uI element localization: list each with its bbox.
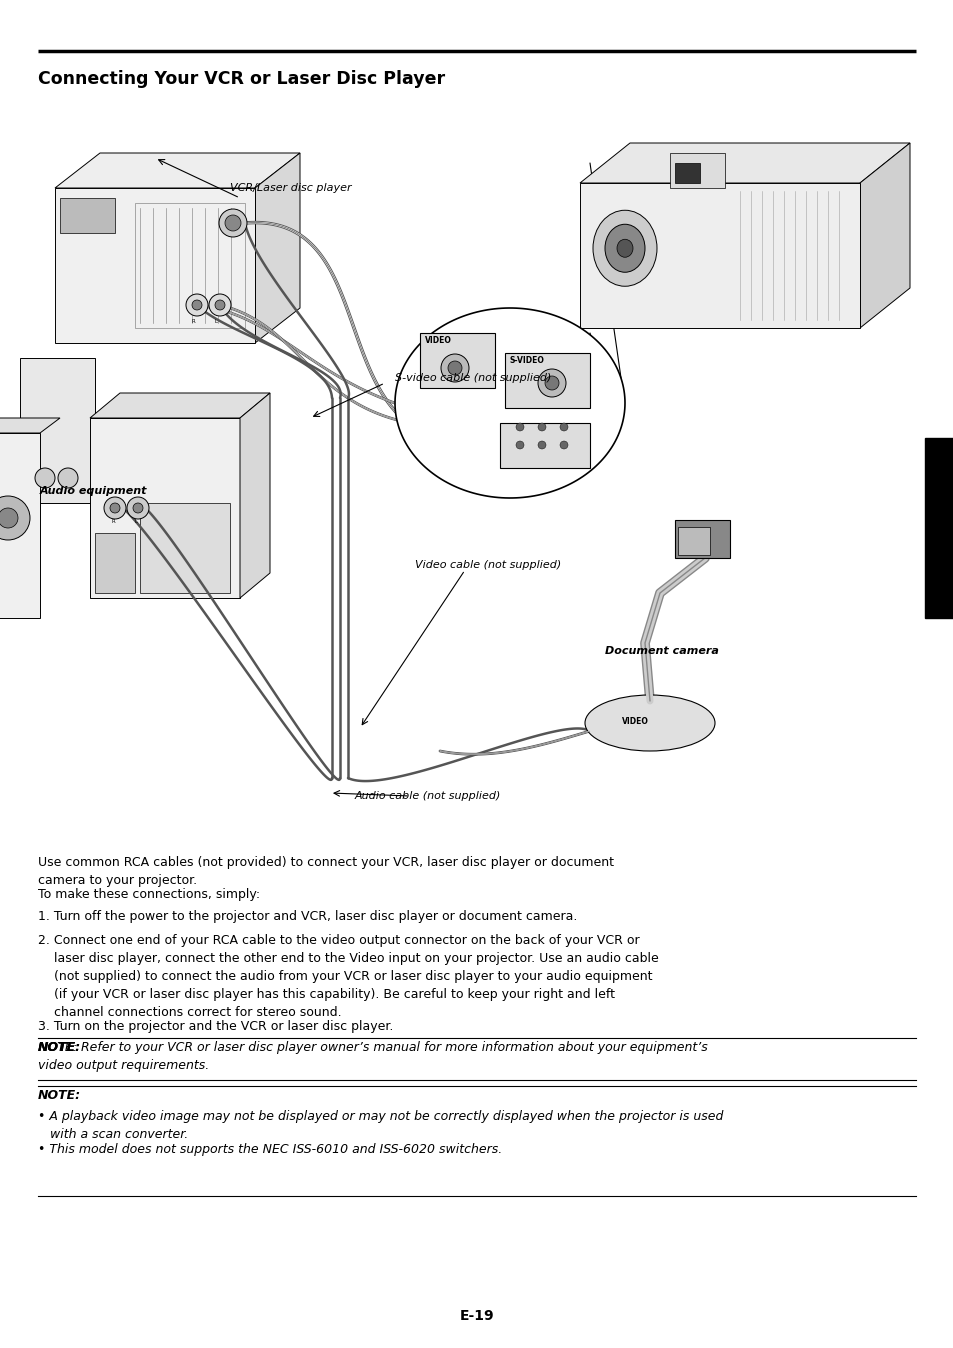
Ellipse shape — [132, 503, 143, 514]
Ellipse shape — [516, 441, 523, 449]
Polygon shape — [0, 418, 60, 433]
Ellipse shape — [0, 508, 18, 528]
Bar — [90, 418, 240, 599]
Bar — [675, 163, 700, 183]
Bar — [579, 183, 859, 328]
Bar — [675, 520, 729, 558]
Text: NOTE:: NOTE: — [38, 1041, 81, 1054]
Polygon shape — [395, 307, 624, 497]
Ellipse shape — [537, 369, 565, 398]
Text: To make these connections, simply:: To make these connections, simply: — [38, 888, 260, 900]
Ellipse shape — [604, 224, 644, 272]
Text: S-VIDEO: S-VIDEO — [510, 356, 544, 365]
Polygon shape — [254, 154, 299, 342]
Bar — [55, 187, 254, 342]
Polygon shape — [240, 394, 270, 599]
Bar — [499, 423, 589, 468]
Polygon shape — [55, 154, 299, 187]
Bar — [678, 527, 709, 555]
Bar — [140, 503, 230, 593]
Text: 1. Turn off the power to the projector and VCR, laser disc player or document ca: 1. Turn off the power to the projector a… — [38, 910, 577, 923]
Ellipse shape — [537, 423, 545, 431]
Ellipse shape — [593, 210, 657, 286]
Bar — [95, 532, 135, 593]
Ellipse shape — [537, 441, 545, 449]
Ellipse shape — [35, 468, 55, 488]
Text: VCR/Laser disc player: VCR/Laser disc player — [230, 183, 352, 193]
Ellipse shape — [440, 355, 469, 381]
Text: 2. Connect one end of your RCA cable to the video output connector on the back o: 2. Connect one end of your RCA cable to … — [38, 934, 659, 1019]
Text: L: L — [214, 319, 217, 324]
Text: S-video cable (not supplied): S-video cable (not supplied) — [395, 373, 551, 383]
Text: VIDEO: VIDEO — [621, 717, 648, 725]
Text: NOTE:: NOTE: — [38, 1089, 81, 1103]
Text: Video cable (not supplied): Video cable (not supplied) — [415, 559, 560, 570]
Text: Audio cable (not supplied): Audio cable (not supplied) — [355, 791, 501, 801]
Text: 3. Turn on the projector and the VCR or laser disc player.: 3. Turn on the projector and the VCR or … — [38, 1020, 393, 1033]
Ellipse shape — [584, 696, 714, 751]
Ellipse shape — [186, 294, 208, 315]
Bar — [419, 333, 495, 388]
Ellipse shape — [192, 301, 202, 310]
Polygon shape — [859, 143, 909, 328]
Ellipse shape — [110, 503, 120, 514]
Text: R: R — [111, 519, 114, 524]
Ellipse shape — [559, 441, 567, 449]
Ellipse shape — [214, 301, 225, 310]
Bar — [60, 198, 115, 233]
Text: Connecting Your VCR or Laser Disc Player: Connecting Your VCR or Laser Disc Player — [38, 70, 445, 88]
Ellipse shape — [559, 423, 567, 431]
Bar — [669, 154, 724, 187]
Text: NOTE: Refer to your VCR or laser disc player owner’s manual for more information: NOTE: Refer to your VCR or laser disc pl… — [38, 1041, 707, 1072]
Ellipse shape — [544, 376, 558, 390]
Ellipse shape — [448, 361, 461, 375]
Ellipse shape — [127, 497, 149, 519]
Ellipse shape — [0, 496, 30, 541]
Ellipse shape — [516, 423, 523, 431]
Ellipse shape — [219, 209, 247, 237]
Text: • A playback video image may not be displayed or may not be correctly displayed : • A playback video image may not be disp… — [38, 1109, 722, 1140]
Polygon shape — [579, 143, 909, 183]
Bar — [504, 353, 589, 408]
Text: L: L — [134, 519, 137, 524]
Bar — [135, 204, 245, 328]
Bar — [924, 438, 953, 617]
Text: Document camera: Document camera — [604, 646, 719, 656]
Bar — [20, 359, 95, 503]
Ellipse shape — [209, 294, 231, 315]
Text: VIDEO: VIDEO — [424, 336, 452, 345]
Text: Audio equipment: Audio equipment — [40, 487, 148, 496]
Polygon shape — [90, 394, 270, 418]
Text: NOTE:: NOTE: — [38, 1041, 81, 1054]
Text: • This model does not supports the NEC ISS-6010 and ISS-6020 switchers.: • This model does not supports the NEC I… — [38, 1143, 501, 1157]
Ellipse shape — [104, 497, 126, 519]
Text: R: R — [191, 319, 194, 324]
Ellipse shape — [225, 214, 241, 231]
Bar — [0, 433, 40, 617]
Ellipse shape — [617, 239, 633, 257]
Ellipse shape — [58, 468, 78, 488]
Text: E-19: E-19 — [459, 1309, 494, 1322]
Text: Use common RCA cables (not provided) to connect your VCR, laser disc player or d: Use common RCA cables (not provided) to … — [38, 856, 614, 887]
